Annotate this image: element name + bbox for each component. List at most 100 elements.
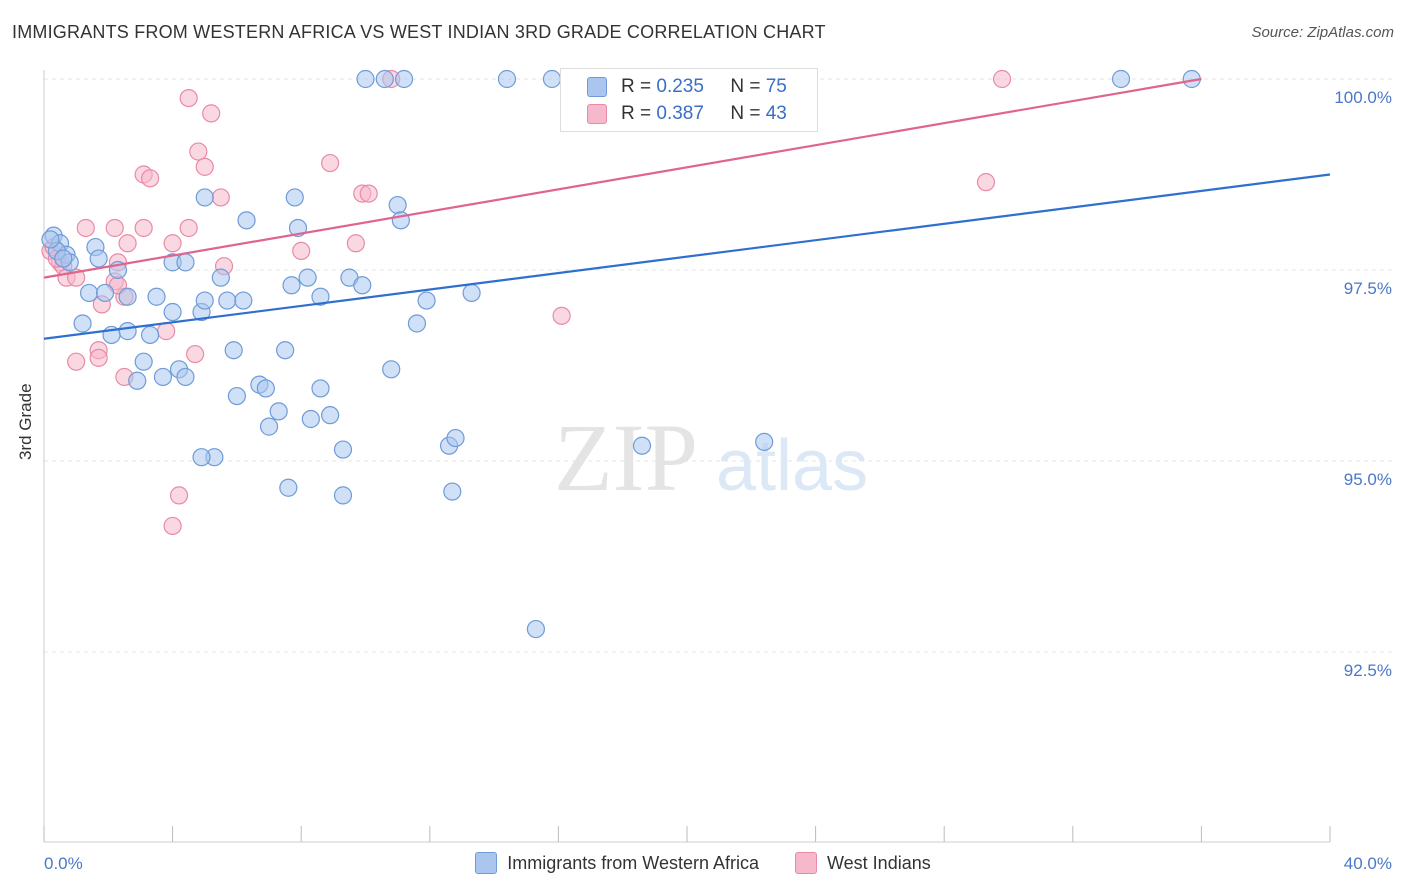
western-africa-point: [79, 283, 99, 303]
western-africa-point: [353, 276, 372, 295]
western-africa-points: [41, 69, 1201, 639]
west-indians-point: [321, 153, 340, 173]
western-africa-point: [394, 69, 414, 89]
western-africa-point: [1111, 69, 1131, 89]
western-africa-point: [526, 619, 545, 639]
west-indians-point: [189, 142, 208, 161]
west-indians-point: [346, 234, 365, 253]
r-label: R =: [621, 103, 652, 124]
western-africa-point: [256, 379, 275, 398]
watermark-zip: ZIP: [554, 404, 698, 511]
western-africa-point: [118, 287, 137, 306]
west-indians-point: [163, 516, 182, 536]
west-indians-point: [976, 173, 996, 192]
x-tick-labels: 0.0% 40.0%: [44, 854, 1392, 873]
legend-item-west-indians[interactable]: West Indians: [795, 852, 931, 874]
western-africa-point: [195, 291, 214, 310]
western-africa-point: [227, 386, 246, 406]
west-indians-point: [186, 344, 205, 364]
west-indians-point: [179, 218, 198, 238]
western-africa-point: [153, 367, 173, 387]
source-label: Source: ZipAtlas.com: [1251, 24, 1394, 41]
x-tick-label-min: 0.0%: [44, 854, 83, 873]
west-indians-point: [359, 184, 378, 203]
western-africa-point: [375, 69, 394, 89]
west-indians-point: [169, 486, 189, 505]
west-indians-point: [89, 348, 108, 367]
western-africa-trend-line: [43, 173, 1331, 340]
western-africa-point: [407, 314, 427, 333]
western-africa-point: [41, 230, 60, 249]
west-indians-point: [292, 241, 311, 260]
west-indians-point: [140, 169, 160, 188]
western-africa-point: [282, 276, 301, 295]
legend-label-western-africa: Immigrants from Western Africa: [507, 852, 759, 873]
west-indians-trend-line: [43, 77, 1202, 279]
western-africa-point: [89, 249, 108, 268]
western-africa-point: [269, 402, 288, 421]
western-africa-point: [211, 268, 230, 287]
chart-title: IMMIGRANTS FROM WESTERN AFRICA VS WEST I…: [12, 22, 826, 42]
west-indians-point: [552, 306, 571, 325]
legend-item-western-africa[interactable]: Immigrants from Western Africa: [475, 852, 759, 874]
pink-swatch: [795, 852, 817, 874]
western-africa-point: [118, 322, 137, 341]
west-indians-point: [67, 352, 86, 371]
blue-swatch: [475, 852, 498, 874]
stats-legend: R = 0.235 N = 75 R = 0.387 N = 43: [560, 68, 818, 132]
western-africa-point: [128, 371, 147, 390]
western-africa-point: [237, 211, 256, 230]
western-africa-point: [388, 195, 407, 215]
western-africa-point: [279, 478, 298, 497]
r-label: R =: [621, 76, 652, 97]
western-africa-point: [147, 287, 166, 306]
grid-lines: [44, 78, 1392, 653]
western-africa-point: [417, 291, 436, 310]
western-africa-point: [276, 341, 295, 360]
western-africa-point: [632, 436, 652, 455]
western-africa-point: [311, 379, 330, 398]
western-africa-point: [755, 432, 774, 451]
western-africa-point: [382, 360, 401, 379]
west-indians-point: [992, 69, 1012, 89]
western-africa-point: [259, 417, 279, 436]
west-indians-point: [76, 218, 95, 238]
n-label: N =: [730, 76, 761, 97]
west-indians-point: [202, 104, 221, 123]
western-africa-point: [356, 69, 375, 89]
western-africa-point: [192, 448, 211, 467]
n-value-pink: 43: [765, 103, 787, 124]
western-africa-point: [176, 367, 195, 387]
western-africa-point: [301, 409, 320, 429]
west-indians-point: [105, 218, 124, 238]
west-indians-point: [157, 322, 176, 341]
y-tick-label: 100.0%: [1334, 88, 1392, 107]
western-africa-point: [311, 287, 330, 306]
western-africa-point: [333, 486, 353, 505]
western-africa-point: [140, 325, 160, 345]
west-indians-point: [163, 234, 182, 253]
watermark-atlas: atlas: [716, 426, 868, 506]
western-africa-point: [462, 283, 481, 303]
r-value-pink: 0.387: [656, 103, 704, 124]
western-africa-point: [176, 253, 195, 272]
y-tick-label: 95.0%: [1344, 470, 1392, 489]
west-indians-point: [134, 218, 153, 238]
western-africa-point: [497, 69, 517, 89]
west-indians-point: [179, 88, 198, 108]
western-africa-point: [54, 249, 73, 268]
west-indians-point: [118, 234, 137, 253]
western-africa-point: [218, 291, 237, 310]
blue-swatch: [587, 77, 607, 97]
western-africa-point: [542, 69, 562, 89]
western-africa-point: [234, 291, 253, 310]
western-africa-point: [321, 406, 340, 425]
bottom-legend: Immigrants from Western Africa West Indi…: [0, 852, 1406, 874]
western-africa-point: [298, 268, 317, 287]
west-indians-point: [195, 157, 214, 176]
x-tick-label-max: 40.0%: [1344, 854, 1392, 873]
pink-swatch: [587, 104, 607, 124]
western-africa-point: [195, 188, 214, 207]
legend-label-west-indians: West Indians: [827, 852, 931, 873]
